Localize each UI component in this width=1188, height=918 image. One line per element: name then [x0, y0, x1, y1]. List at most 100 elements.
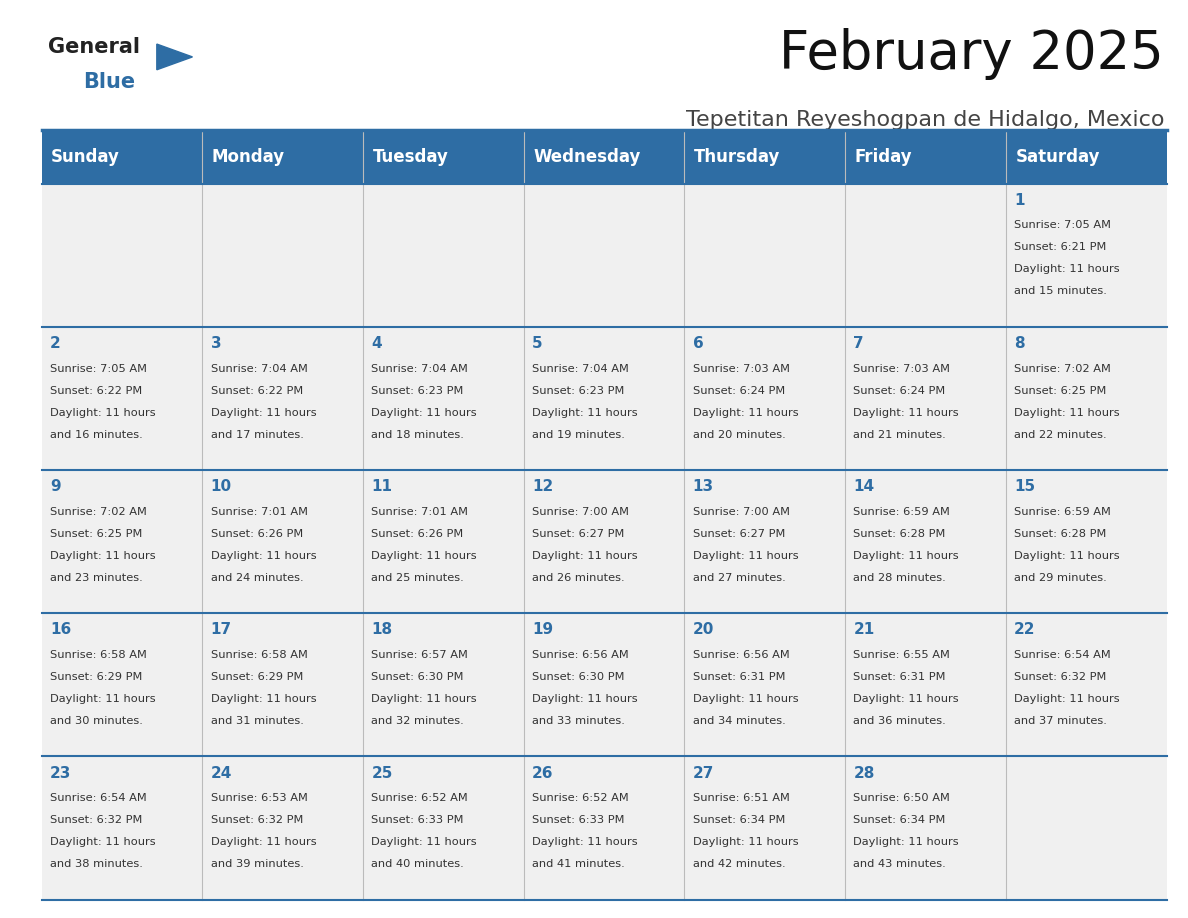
- Text: and 27 minutes.: and 27 minutes.: [693, 573, 785, 583]
- Text: and 31 minutes.: and 31 minutes.: [210, 716, 303, 726]
- Text: and 42 minutes.: and 42 minutes.: [693, 859, 785, 869]
- Text: Sunrise: 6:53 AM: Sunrise: 6:53 AM: [210, 793, 308, 803]
- Text: and 21 minutes.: and 21 minutes.: [853, 430, 947, 440]
- Bar: [42, 184, 1167, 327]
- Text: Daylight: 11 hours: Daylight: 11 hours: [532, 694, 638, 704]
- Text: Sunset: 6:31 PM: Sunset: 6:31 PM: [693, 672, 785, 682]
- Text: Daylight: 11 hours: Daylight: 11 hours: [693, 837, 798, 847]
- Text: Sunrise: 7:01 AM: Sunrise: 7:01 AM: [372, 507, 468, 517]
- Bar: [42, 327, 1167, 470]
- Text: 5: 5: [532, 336, 543, 351]
- Text: 23: 23: [50, 766, 71, 780]
- Text: Sunrise: 7:00 AM: Sunrise: 7:00 AM: [532, 507, 630, 517]
- Text: and 41 minutes.: and 41 minutes.: [532, 859, 625, 869]
- Text: 17: 17: [210, 622, 232, 637]
- Text: Sunset: 6:32 PM: Sunset: 6:32 PM: [210, 815, 303, 825]
- Text: Daylight: 11 hours: Daylight: 11 hours: [50, 837, 156, 847]
- Text: 14: 14: [853, 479, 874, 494]
- Text: 25: 25: [372, 766, 393, 780]
- Text: Sunset: 6:24 PM: Sunset: 6:24 PM: [853, 386, 946, 396]
- Text: Daylight: 11 hours: Daylight: 11 hours: [210, 837, 316, 847]
- Text: Sunrise: 7:00 AM: Sunrise: 7:00 AM: [693, 507, 790, 517]
- Text: 7: 7: [853, 336, 864, 351]
- Text: Sunset: 6:28 PM: Sunset: 6:28 PM: [1015, 529, 1106, 539]
- Text: Sunset: 6:22 PM: Sunset: 6:22 PM: [210, 386, 303, 396]
- Polygon shape: [157, 44, 192, 70]
- Text: Sunrise: 7:05 AM: Sunrise: 7:05 AM: [50, 364, 147, 374]
- Text: Daylight: 11 hours: Daylight: 11 hours: [50, 408, 156, 418]
- Text: and 20 minutes.: and 20 minutes.: [693, 430, 785, 440]
- Text: and 39 minutes.: and 39 minutes.: [210, 859, 303, 869]
- Text: Sunrise: 6:54 AM: Sunrise: 6:54 AM: [1015, 650, 1111, 660]
- Text: Sunset: 6:23 PM: Sunset: 6:23 PM: [532, 386, 625, 396]
- Text: 21: 21: [853, 622, 874, 637]
- Text: Sunrise: 7:02 AM: Sunrise: 7:02 AM: [50, 507, 147, 517]
- Text: Sunset: 6:28 PM: Sunset: 6:28 PM: [853, 529, 946, 539]
- Text: and 24 minutes.: and 24 minutes.: [210, 573, 303, 583]
- Text: 9: 9: [50, 479, 61, 494]
- Text: and 30 minutes.: and 30 minutes.: [50, 716, 143, 726]
- Text: and 26 minutes.: and 26 minutes.: [532, 573, 625, 583]
- Text: Sunset: 6:34 PM: Sunset: 6:34 PM: [853, 815, 946, 825]
- Text: Daylight: 11 hours: Daylight: 11 hours: [372, 551, 476, 561]
- Text: Sunset: 6:33 PM: Sunset: 6:33 PM: [372, 815, 463, 825]
- Text: Sunrise: 7:05 AM: Sunrise: 7:05 AM: [1015, 220, 1111, 230]
- Text: Sunrise: 6:55 AM: Sunrise: 6:55 AM: [853, 650, 950, 660]
- Text: and 28 minutes.: and 28 minutes.: [853, 573, 947, 583]
- Text: 20: 20: [693, 622, 714, 637]
- Text: 10: 10: [210, 479, 232, 494]
- Text: Daylight: 11 hours: Daylight: 11 hours: [853, 408, 959, 418]
- Text: Sunset: 6:23 PM: Sunset: 6:23 PM: [372, 386, 463, 396]
- Text: Sunrise: 6:59 AM: Sunrise: 6:59 AM: [853, 507, 950, 517]
- Text: 1: 1: [1015, 193, 1025, 207]
- Text: Sunday: Sunday: [51, 148, 120, 166]
- Bar: [42, 613, 1167, 756]
- Text: and 33 minutes.: and 33 minutes.: [532, 716, 625, 726]
- Text: Thursday: Thursday: [694, 148, 781, 166]
- Text: Daylight: 11 hours: Daylight: 11 hours: [853, 551, 959, 561]
- Text: Daylight: 11 hours: Daylight: 11 hours: [693, 408, 798, 418]
- Text: Sunrise: 6:56 AM: Sunrise: 6:56 AM: [532, 650, 628, 660]
- Text: and 43 minutes.: and 43 minutes.: [853, 859, 947, 869]
- Text: and 15 minutes.: and 15 minutes.: [1015, 286, 1107, 297]
- Text: Sunrise: 6:58 AM: Sunrise: 6:58 AM: [210, 650, 308, 660]
- Text: Sunrise: 6:57 AM: Sunrise: 6:57 AM: [372, 650, 468, 660]
- Text: Sunrise: 6:58 AM: Sunrise: 6:58 AM: [50, 650, 147, 660]
- Text: 8: 8: [1015, 336, 1025, 351]
- Text: 19: 19: [532, 622, 554, 637]
- Text: 12: 12: [532, 479, 554, 494]
- Text: February 2025: February 2025: [779, 28, 1164, 80]
- Text: 26: 26: [532, 766, 554, 780]
- Text: 4: 4: [372, 336, 383, 351]
- Text: General: General: [48, 37, 139, 57]
- Text: and 29 minutes.: and 29 minutes.: [1015, 573, 1107, 583]
- Text: Daylight: 11 hours: Daylight: 11 hours: [1015, 551, 1120, 561]
- Text: 22: 22: [1015, 622, 1036, 637]
- Text: Monday: Monday: [211, 148, 285, 166]
- Text: Sunset: 6:32 PM: Sunset: 6:32 PM: [50, 815, 143, 825]
- Text: Sunset: 6:21 PM: Sunset: 6:21 PM: [1015, 242, 1106, 252]
- Text: 16: 16: [50, 622, 71, 637]
- Text: and 22 minutes.: and 22 minutes.: [1015, 430, 1107, 440]
- Text: Daylight: 11 hours: Daylight: 11 hours: [50, 551, 156, 561]
- Text: and 19 minutes.: and 19 minutes.: [532, 430, 625, 440]
- Text: Daylight: 11 hours: Daylight: 11 hours: [853, 837, 959, 847]
- Text: Sunrise: 7:02 AM: Sunrise: 7:02 AM: [1015, 364, 1111, 374]
- Text: Daylight: 11 hours: Daylight: 11 hours: [532, 551, 638, 561]
- Text: Sunset: 6:30 PM: Sunset: 6:30 PM: [532, 672, 625, 682]
- Text: Sunset: 6:32 PM: Sunset: 6:32 PM: [1015, 672, 1106, 682]
- Text: Sunrise: 7:01 AM: Sunrise: 7:01 AM: [210, 507, 308, 517]
- Text: and 40 minutes.: and 40 minutes.: [372, 859, 465, 869]
- Text: and 36 minutes.: and 36 minutes.: [853, 716, 947, 726]
- Text: Sunset: 6:26 PM: Sunset: 6:26 PM: [372, 529, 463, 539]
- Text: and 25 minutes.: and 25 minutes.: [372, 573, 465, 583]
- Text: and 17 minutes.: and 17 minutes.: [210, 430, 303, 440]
- Text: 18: 18: [372, 622, 392, 637]
- Text: Sunset: 6:25 PM: Sunset: 6:25 PM: [50, 529, 143, 539]
- Text: Daylight: 11 hours: Daylight: 11 hours: [853, 694, 959, 704]
- Text: Sunset: 6:33 PM: Sunset: 6:33 PM: [532, 815, 625, 825]
- Text: Sunrise: 6:59 AM: Sunrise: 6:59 AM: [1015, 507, 1111, 517]
- Text: Sunrise: 7:03 AM: Sunrise: 7:03 AM: [693, 364, 790, 374]
- Text: and 38 minutes.: and 38 minutes.: [50, 859, 143, 869]
- Text: Sunset: 6:27 PM: Sunset: 6:27 PM: [532, 529, 625, 539]
